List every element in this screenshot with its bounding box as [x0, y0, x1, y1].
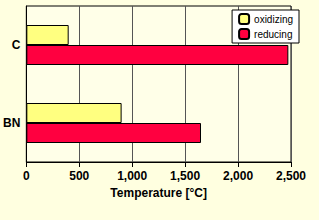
svg-text:Temperature [°C]: Temperature [°C]	[110, 186, 207, 200]
svg-text:500: 500	[69, 169, 89, 183]
svg-text:1,500: 1,500	[170, 169, 200, 183]
svg-text:2,000: 2,000	[223, 169, 253, 183]
svg-text:0: 0	[23, 169, 30, 183]
svg-text:1,000: 1,000	[117, 169, 147, 183]
svg-text:BN: BN	[3, 116, 20, 130]
svg-text:reducing: reducing	[254, 29, 292, 40]
svg-text:2,500: 2,500	[276, 169, 306, 183]
svg-text:C: C	[12, 38, 21, 52]
svg-text:oxidizing: oxidizing	[254, 14, 293, 25]
